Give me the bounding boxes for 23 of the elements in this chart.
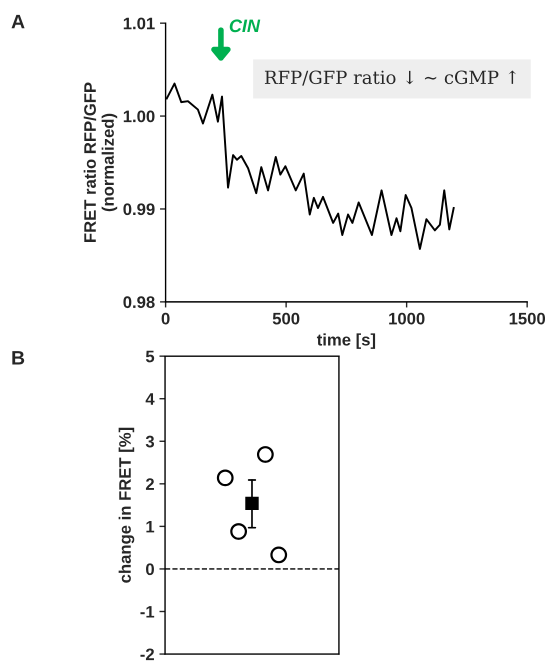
y-tick-label: 2 — [146, 478, 154, 490]
x-axis-title: time [s] — [316, 333, 376, 349]
y-tick-label: -1 — [140, 606, 154, 618]
y-tick-label: 1.01 — [124, 18, 155, 30]
y-tick-label: 5 — [146, 350, 154, 362]
text: B — [12, 351, 24, 364]
x-tick-label: 1000 — [389, 312, 424, 325]
y-tick-label: -2 — [140, 648, 154, 660]
x-tick-label: 0 — [162, 312, 170, 325]
y-tick-label: 3 — [146, 436, 154, 448]
y-axis-title: FRET ratio RFP/GFP (normalized) — [84, 82, 118, 242]
y-tick-label: 0.99 — [123, 203, 155, 216]
y-tick-label: 4 — [146, 393, 155, 405]
y-tick-label: 0.98 — [123, 296, 155, 308]
y-tick-label: 1.00 — [124, 110, 155, 122]
y-tick-label: 0 — [146, 563, 154, 576]
x-tick-label: 500 — [272, 312, 300, 325]
annotation: CIN — [230, 19, 260, 32]
text: A — [12, 14, 25, 28]
annotation: RFP/GFP ratio ↓ ~ cGMP ↑ — [264, 70, 516, 86]
y-axis-title: change in FRET [%] — [118, 428, 134, 583]
x-tick-label: 1500 — [510, 312, 546, 325]
y-tick-label: 1 — [146, 520, 154, 532]
